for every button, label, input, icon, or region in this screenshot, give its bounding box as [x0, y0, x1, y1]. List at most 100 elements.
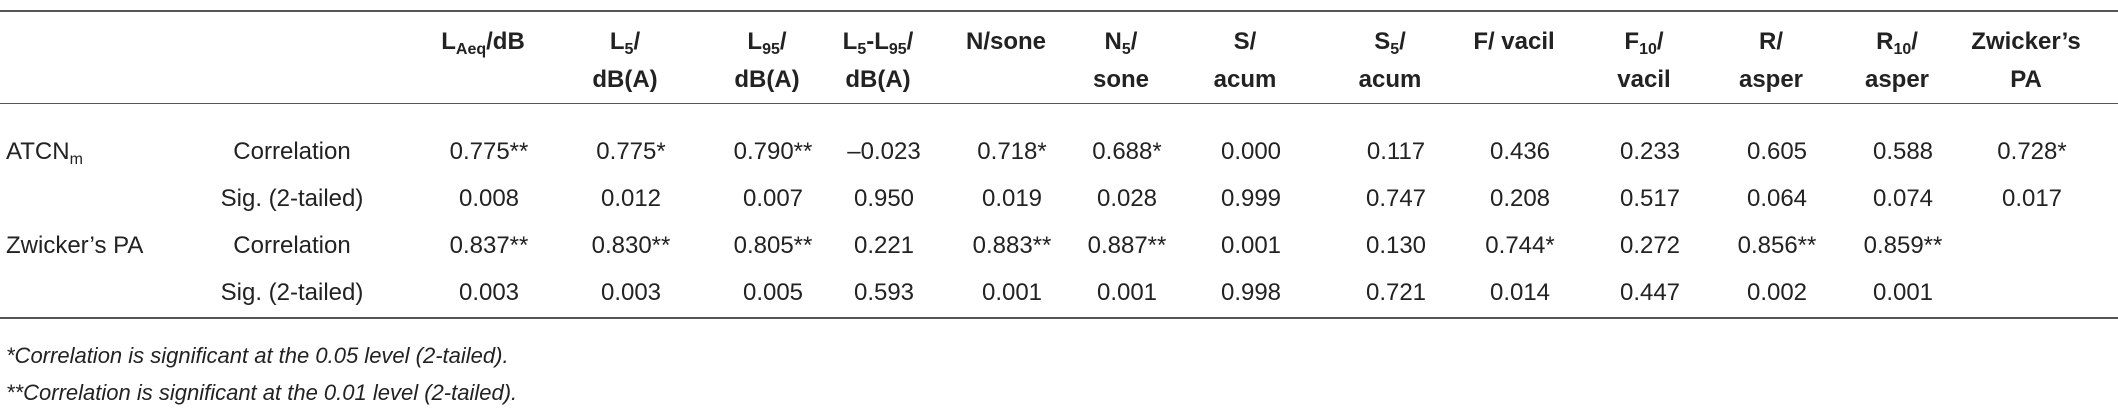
text-part: S [1374, 28, 1391, 55]
subscript: 10 [1893, 41, 1912, 58]
text-part: / [1130, 28, 1138, 55]
cell: 0.830** [591, 232, 671, 259]
column-header: N/sone [966, 28, 1046, 56]
column-header: Zwicker’s [1971, 28, 2080, 56]
cell: 0.130 [1365, 232, 1427, 259]
text-part: dB(A) [734, 66, 800, 93]
subscript: 95 [762, 41, 780, 58]
subscript: 5 [857, 41, 867, 58]
text-part: L [441, 28, 456, 55]
subscript: 5 [624, 41, 634, 58]
footnote: **Correlation is significant at the 0.01… [6, 380, 518, 405]
cell: 0.688* [1092, 138, 1162, 165]
text-part: S/ [1233, 28, 1257, 55]
text-part: sone [1092, 66, 1150, 93]
cell: 0.001 [1096, 279, 1158, 306]
subscript: m [69, 151, 83, 168]
column-header: acum [1359, 66, 1422, 94]
bottom-rule [0, 317, 2118, 319]
cell: 0.014 [1489, 279, 1551, 306]
text-part: L [842, 28, 858, 55]
text-part: dB(A) [845, 66, 911, 93]
text-part: R/ [1759, 28, 1783, 55]
column-header: F10/ [1624, 28, 1664, 58]
column-header: LAeq/dB [441, 28, 525, 58]
stat-label: Sig. (2-tailed) [220, 279, 364, 306]
cell: 0.588 [1872, 138, 1934, 165]
text-part: / [1399, 28, 1406, 55]
cell: 0.003 [458, 279, 520, 306]
text-part: Zwicker’s [1971, 28, 2081, 55]
column-header: R/ [1759, 28, 1783, 56]
text-part: N/sone [965, 28, 1047, 55]
cell: 0.447 [1619, 279, 1681, 306]
cell: 0.012 [600, 185, 662, 212]
text-part: R [1876, 28, 1894, 55]
cell: 0.859** [1863, 232, 1943, 259]
column-header: R10/ [1876, 28, 1918, 58]
text-part: acum [1358, 66, 1422, 93]
text-part: L [609, 28, 625, 55]
text-part: vacil [1617, 66, 1671, 93]
header-rule [0, 103, 2118, 104]
cell: 0.074 [1872, 185, 1934, 212]
stat-label: Correlation [233, 138, 351, 165]
cell: –0.023 [847, 138, 921, 165]
cell: 0.003 [600, 279, 662, 306]
cell: 0.001 [1872, 279, 1934, 306]
cell: 0.436 [1489, 138, 1551, 165]
cell: 0.744* [1485, 232, 1555, 259]
column-header: dB(A) [734, 66, 799, 94]
cell: 0.008 [458, 185, 520, 212]
text-part: F/ vacil [1473, 28, 1555, 55]
stat-label: Sig. (2-tailed) [220, 185, 364, 212]
text-part: acum [1213, 66, 1277, 93]
cell: 0.593 [853, 279, 915, 306]
column-header: N5/ [1104, 28, 1138, 58]
column-header: S/ [1234, 28, 1257, 56]
cell: 0.605 [1746, 138, 1808, 165]
row-group-label: ATCNm [6, 138, 83, 168]
cell: 0.000 [1220, 138, 1282, 165]
text-part: -L [866, 28, 889, 55]
cell: 0.272 [1619, 232, 1681, 259]
top-rule [0, 10, 2118, 12]
text-part: / [1656, 28, 1664, 55]
column-header: dB(A) [845, 66, 910, 94]
column-header: PA [2010, 66, 2042, 94]
text-part: N [1104, 28, 1122, 55]
cell: 0.208 [1489, 185, 1551, 212]
cell: 0.005 [742, 279, 804, 306]
column-header: dB(A) [592, 66, 657, 94]
column-header: L5/ [609, 28, 640, 58]
text-part: dB(A) [592, 66, 658, 93]
subscript: 95 [888, 41, 907, 58]
column-header: L95/ [747, 28, 787, 58]
column-header: asper [1865, 66, 1929, 94]
cell: 0.517 [1619, 185, 1681, 212]
footnote: *Correlation is significant at the 0.05 … [6, 343, 509, 368]
text-part: /dB [486, 28, 525, 55]
text-part: / [906, 28, 914, 55]
cell: 0.883** [972, 232, 1052, 259]
cell: 0.001 [981, 279, 1043, 306]
text-part: / [779, 28, 787, 55]
subscript: Aeq [455, 41, 487, 58]
text-part: asper [1864, 66, 1930, 93]
subscript: 10 [1639, 41, 1657, 58]
cell: 0.017 [2001, 185, 2063, 212]
subscript: 5 [1390, 41, 1400, 58]
cell: 0.007 [742, 185, 804, 212]
text-part: F [1624, 28, 1640, 55]
cell: 0.028 [1096, 185, 1158, 212]
column-header: vacil [1617, 66, 1670, 94]
cell: 0.887** [1087, 232, 1167, 259]
cell: 0.998 [1220, 279, 1282, 306]
column-header: sone [1093, 66, 1149, 94]
text-part: asper [1738, 66, 1804, 93]
text-part: PA [2010, 66, 2042, 93]
cell: 0.001 [1220, 232, 1282, 259]
cell: 0.747 [1365, 185, 1427, 212]
stat-label: Correlation [233, 232, 351, 259]
